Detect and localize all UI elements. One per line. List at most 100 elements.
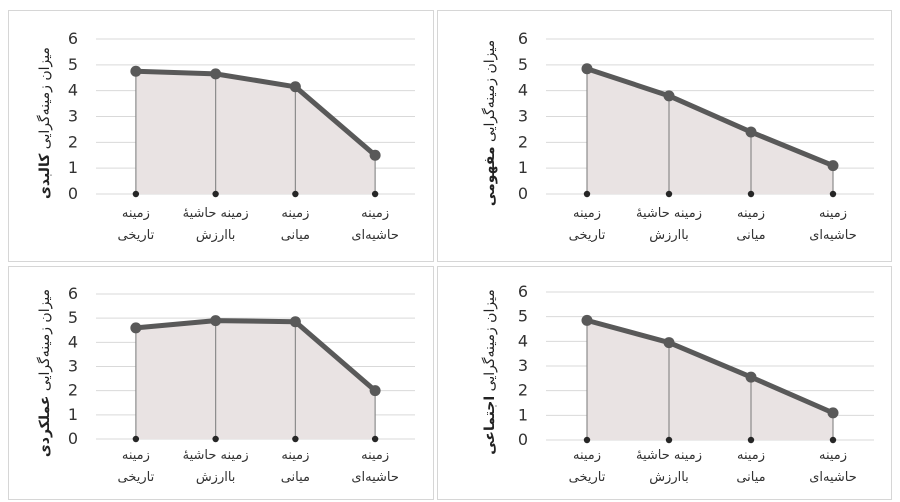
x-category-label-line: زمینه حاشیهٔ — [182, 448, 249, 463]
x-category-label: زمینه حاشیهٔ باارزش — [172, 203, 260, 247]
x-category-label: زمینه حاشیه‌ای — [331, 445, 419, 489]
chart-panel-functional: 0 1 2 3 4 5 6 میزان زمینه‌گرایی عملکردی زمینه ت… — [8, 266, 434, 500]
y-tick-label: 6 — [68, 29, 78, 48]
data-point — [581, 314, 593, 326]
x-category-label-line: زمینه — [121, 448, 150, 463]
x-category-label-line: زمینه — [361, 448, 390, 463]
data-point — [827, 407, 839, 419]
y-tick-label: 2 — [68, 132, 78, 151]
x-category-label: زمینه تاریخی — [92, 445, 180, 489]
y-tick-label: 3 — [518, 107, 528, 126]
chart-panel-social: 0 1 2 3 4 5 6 میزان زمینه‌گرایی اجتماعی زمینه ت… — [437, 266, 892, 500]
x-category-label-line: باارزش — [649, 228, 689, 243]
y-tick-label: 3 — [518, 356, 528, 375]
data-point — [745, 371, 757, 383]
x-category-label-line: حاشیه‌ای — [351, 228, 399, 243]
data-point — [745, 126, 757, 138]
x-category-label-line: باارزش — [649, 470, 689, 485]
data-point — [210, 68, 222, 80]
y-tick-label: 5 — [518, 55, 528, 74]
x-category-label: زمینه حاشیه‌ای — [789, 203, 877, 247]
x-category-label: زمینه میانی — [707, 203, 795, 247]
base-dot — [132, 190, 140, 198]
base-dot — [132, 435, 140, 443]
x-category-label-line: حاشیه‌ای — [351, 470, 399, 485]
series-line — [133, 318, 378, 394]
x-category-label: زمینه حاشیهٔ باارزش — [625, 203, 713, 247]
x-category-label-line: میانی — [280, 470, 311, 485]
x-category-label-line: زمینه — [736, 448, 766, 463]
x-category-label-line: حاشیه‌ای — [809, 470, 857, 485]
chart-svg: 0 1 2 3 4 5 6 — [518, 29, 874, 203]
base-dot — [665, 190, 673, 198]
base-dot — [371, 435, 379, 443]
base-dot — [583, 436, 591, 444]
x-category-label-line: میانی — [736, 228, 766, 243]
y-tick-label: 6 — [518, 29, 528, 48]
chart-panel-physical: 0 1 2 3 4 5 6 میزان زمینه‌گرایی کالبدی زمینه تا… — [8, 10, 434, 262]
y-axis-label-prefix: میزان زمینه‌گرایی — [482, 39, 498, 142]
data-point — [130, 322, 142, 334]
data-point — [130, 65, 142, 77]
base-dot — [292, 435, 299, 443]
y-tick-label: 0 — [68, 184, 78, 203]
x-category-label-line: میانی — [736, 470, 766, 485]
data-point — [210, 315, 222, 327]
data-point — [827, 160, 839, 172]
data-point — [289, 316, 301, 328]
y-axis-label: میزان زمینه‌گرایی مفهومی — [482, 39, 498, 205]
x-category-label-line: تاریخی — [568, 228, 606, 243]
x-category-label-line: زمینه حاشیهٔ — [636, 206, 702, 221]
y-tick-label: 2 — [68, 381, 78, 400]
x-category-label: زمینه تاریخی — [92, 203, 180, 247]
x-category-label-line: تاریخی — [117, 228, 155, 243]
x-category-label-line: زمینه — [281, 206, 310, 221]
x-category-label: زمینه حاشیهٔ باارزش — [172, 445, 260, 489]
area-fill — [587, 68, 833, 194]
series-line — [133, 68, 378, 158]
y-axis-label-emphasis: مفهومی — [482, 145, 498, 206]
x-category-label-line: زمینه — [281, 448, 310, 463]
y-axis-label-emphasis: کالبدی — [37, 153, 53, 199]
x-category-label-line: حاشیه‌ای — [809, 228, 857, 243]
base-dot — [212, 435, 219, 443]
base-dot — [371, 190, 379, 198]
x-category-label: زمینه تاریخی — [543, 445, 631, 489]
base-dot — [292, 190, 299, 198]
y-tick-label: 3 — [68, 107, 78, 126]
x-category-label-line: باارزش — [195, 470, 236, 485]
x-category-label-line: باارزش — [195, 228, 236, 243]
y-tick-label: 5 — [518, 307, 528, 326]
y-tick-label: 1 — [518, 158, 528, 177]
x-category-label-line: زمینه حاشیهٔ — [182, 206, 249, 221]
y-tick-label: 1 — [68, 158, 78, 177]
y-axis-label-prefix: میزان زمینه‌گرایی — [37, 46, 53, 149]
data-point — [581, 63, 593, 75]
base-dot — [829, 436, 837, 444]
y-tick-label: 2 — [518, 381, 528, 400]
x-category-label-line: زمینه — [361, 206, 390, 221]
x-category-label-line: میانی — [280, 228, 311, 243]
x-category-label-line: زمینه — [818, 448, 848, 463]
data-point — [369, 385, 381, 397]
x-category-label-line: تاریخی — [117, 470, 155, 485]
base-dot — [212, 190, 219, 198]
y-tick-label: 2 — [518, 132, 528, 151]
x-category-label: زمینه حاشیهٔ باارزش — [625, 445, 713, 489]
y-tick-label: 4 — [518, 81, 528, 100]
base-dot — [747, 190, 755, 198]
x-category-label: زمینه میانی — [707, 445, 795, 489]
x-category-label: زمینه حاشیه‌ای — [789, 445, 877, 489]
y-tick-label: 0 — [518, 184, 528, 203]
x-category-label-line: زمینه — [736, 206, 766, 221]
x-category-label: زمینه میانی — [251, 203, 339, 247]
data-point — [289, 81, 301, 93]
chart-panel-conceptual: 0 1 2 3 4 5 6 میزان زمینه‌گرایی مفهومی زمینه تا… — [437, 10, 892, 262]
y-axis-label-emphasis: عملکردی — [37, 395, 53, 457]
y-tick-label: 0 — [68, 429, 78, 448]
x-category-label-line: زمینه — [121, 206, 150, 221]
series-line — [584, 317, 836, 416]
chart-svg: 0 1 2 3 4 5 6 — [518, 282, 874, 449]
y-tick-label: 0 — [518, 430, 528, 449]
x-category-label-line: زمینه حاشیهٔ — [636, 448, 702, 463]
